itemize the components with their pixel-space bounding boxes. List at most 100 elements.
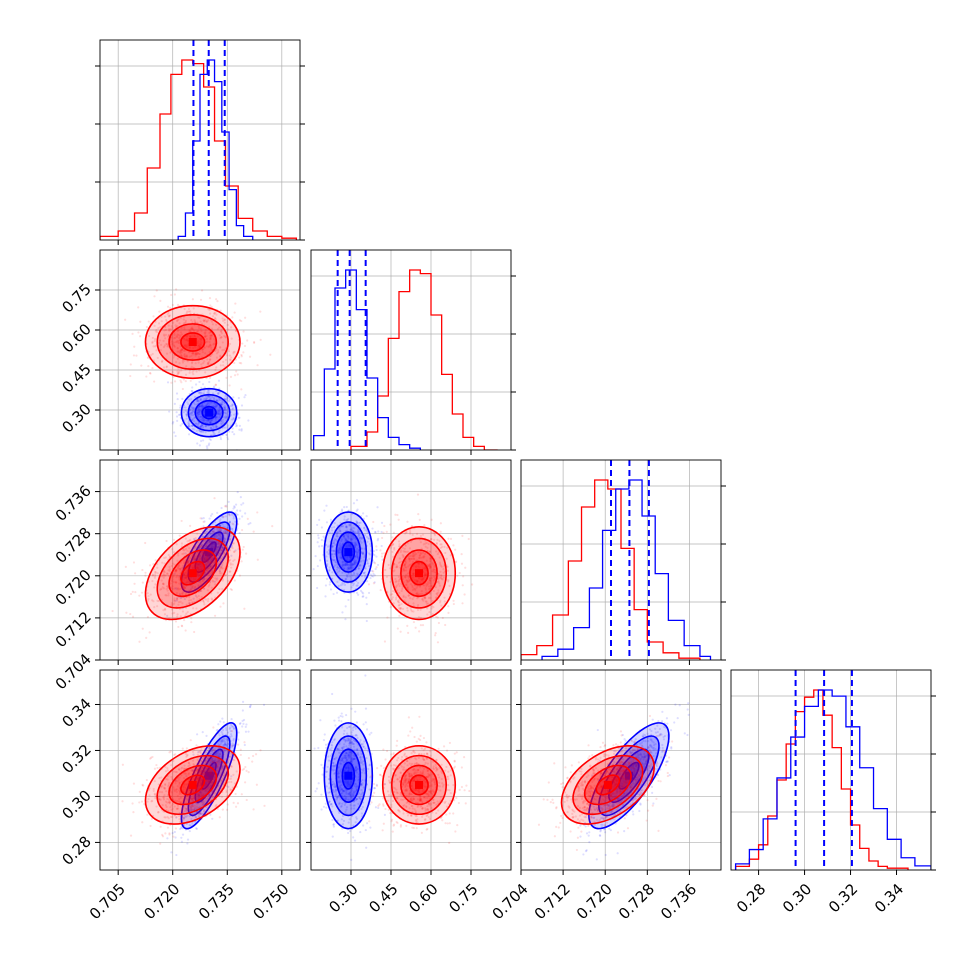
sample-point [175, 325, 178, 329]
sample-point [180, 354, 183, 357]
sample-point [133, 345, 136, 348]
sample-point [197, 342, 200, 345]
sample-point [184, 343, 187, 347]
sample-point [189, 739, 192, 742]
sample-point [195, 607, 198, 610]
sample-point [375, 566, 378, 569]
sample-point [184, 563, 188, 566]
sample-point [197, 564, 200, 567]
sample-point [183, 359, 186, 362]
sample-point [396, 513, 399, 517]
sample-point [192, 537, 196, 541]
sample-point [154, 573, 157, 576]
sample-point [187, 589, 190, 592]
red-contour [144, 304, 241, 380]
sample-point [222, 418, 225, 421]
sample-point [219, 337, 222, 340]
sample-point [185, 413, 188, 416]
sample-point [183, 349, 187, 352]
sample-point [220, 336, 223, 339]
sample-point [454, 548, 457, 551]
sample-point [199, 425, 202, 428]
sample-point [242, 722, 245, 725]
sample-point [183, 586, 186, 589]
sample-point [380, 521, 384, 524]
sample-point [182, 378, 185, 381]
sample-point [187, 421, 190, 424]
sample-point [134, 591, 137, 594]
sample-point [233, 361, 236, 365]
sample-point [184, 321, 187, 324]
red-contour [156, 537, 229, 609]
sample-point [210, 305, 213, 309]
sample-point [210, 346, 213, 349]
sample-point [184, 537, 187, 540]
sample-point [146, 356, 149, 359]
sample-point [166, 345, 169, 348]
sample-point [182, 337, 186, 340]
sample-point [380, 530, 383, 534]
sample-point [156, 331, 159, 334]
sample-point [200, 545, 203, 548]
sample-point [215, 547, 219, 550]
sample-point [217, 379, 221, 382]
sample-point [211, 512, 214, 516]
sample-point [332, 550, 336, 553]
sample-point [210, 334, 213, 337]
sample-point [407, 631, 410, 634]
sample-point [203, 603, 206, 606]
sample-point [177, 350, 180, 353]
sample-point [362, 595, 365, 598]
sample-point [339, 521, 342, 524]
sample-point [162, 609, 165, 612]
sample-point [191, 298, 194, 301]
sample-point [219, 605, 222, 608]
sample-point [187, 602, 190, 605]
sample-point [197, 407, 200, 410]
sample-point [167, 311, 170, 315]
sample-point [323, 509, 326, 512]
sample-point [208, 533, 212, 536]
sample-point [225, 376, 228, 379]
sample-point [233, 311, 236, 314]
sample-point [175, 576, 178, 579]
sample-point [159, 588, 162, 591]
sample-point [182, 406, 185, 409]
sample-point [162, 583, 165, 586]
sample-point [337, 547, 340, 550]
sample-point [189, 334, 192, 338]
sample-point [214, 406, 217, 409]
sample-point [230, 513, 234, 516]
sample-point [185, 335, 188, 338]
sample-point [210, 334, 214, 337]
sample-point [198, 404, 202, 408]
sample-point [238, 428, 241, 431]
sample-point [187, 398, 190, 401]
sample-point [193, 333, 196, 336]
sample-point [355, 509, 358, 512]
sample-point [171, 578, 174, 581]
sample-point [234, 329, 238, 333]
sample-point [223, 531, 226, 535]
sample-point [192, 329, 196, 332]
sample-point [196, 574, 200, 578]
sample-point [227, 512, 230, 515]
sample-point [166, 381, 170, 384]
sample-point [344, 605, 347, 608]
sample-point [202, 553, 205, 557]
sample-point [183, 344, 186, 348]
sample-point [182, 585, 186, 588]
sample-point [182, 587, 185, 590]
sample-point [202, 392, 206, 395]
sample-point [200, 583, 203, 586]
sample-point [366, 540, 369, 543]
sample-point [184, 345, 188, 349]
sample-point [218, 334, 221, 337]
sample-point [202, 520, 205, 524]
sample-point [154, 574, 157, 578]
sample-point [316, 564, 319, 568]
sample-point [172, 375, 175, 378]
sample-point [153, 324, 156, 327]
sample-point [194, 351, 197, 354]
